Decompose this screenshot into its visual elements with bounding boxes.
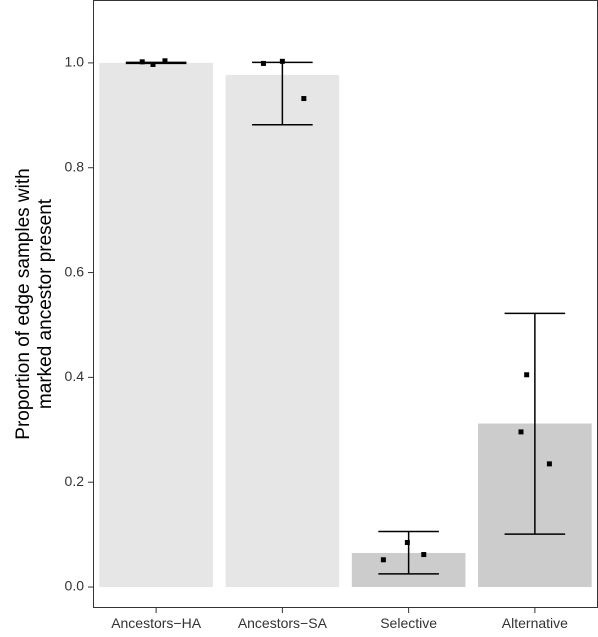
data-point	[139, 59, 145, 65]
x-tick-label: Alternative	[502, 615, 568, 631]
y-tick-label: 0.4	[65, 368, 85, 384]
data-point	[162, 58, 168, 64]
bars-layer	[99, 62, 592, 588]
data-point	[301, 96, 307, 102]
data-point	[524, 372, 530, 378]
x-tick-label: Ancestors−HA	[111, 615, 202, 631]
data-point	[260, 60, 266, 66]
data-point	[380, 557, 386, 563]
data-point	[546, 461, 552, 467]
data-point	[518, 429, 524, 435]
data-point	[421, 552, 427, 558]
data-point	[404, 539, 410, 545]
data-point	[150, 61, 156, 67]
y-axis: 0.0 0.2 0.4 0.6 0.8 1.0	[65, 54, 93, 594]
x-tick-label: Ancestors−SA	[238, 615, 328, 631]
x-tick-label: Selective	[380, 615, 437, 631]
x-axis: Ancestors−HA Ancestors−SA Selective Alterna…	[111, 608, 568, 631]
y-axis-title: Proportion of edge samples withmarked an…	[13, 168, 56, 439]
data-point	[279, 58, 285, 64]
y-tick-label: 0.8	[65, 158, 85, 174]
y-tick-label: 0.0	[65, 578, 85, 594]
y-tick-label: 0.6	[65, 263, 85, 279]
bar	[225, 74, 340, 588]
y-tick-label: 1.0	[65, 54, 85, 70]
y-axis-title-line: Proportion of edge samples with	[13, 168, 34, 439]
y-tick-label: 0.2	[65, 473, 85, 489]
y-axis-title-line: marked ancestor present	[35, 198, 56, 409]
bar	[99, 62, 213, 588]
data-points-layer	[139, 58, 552, 563]
